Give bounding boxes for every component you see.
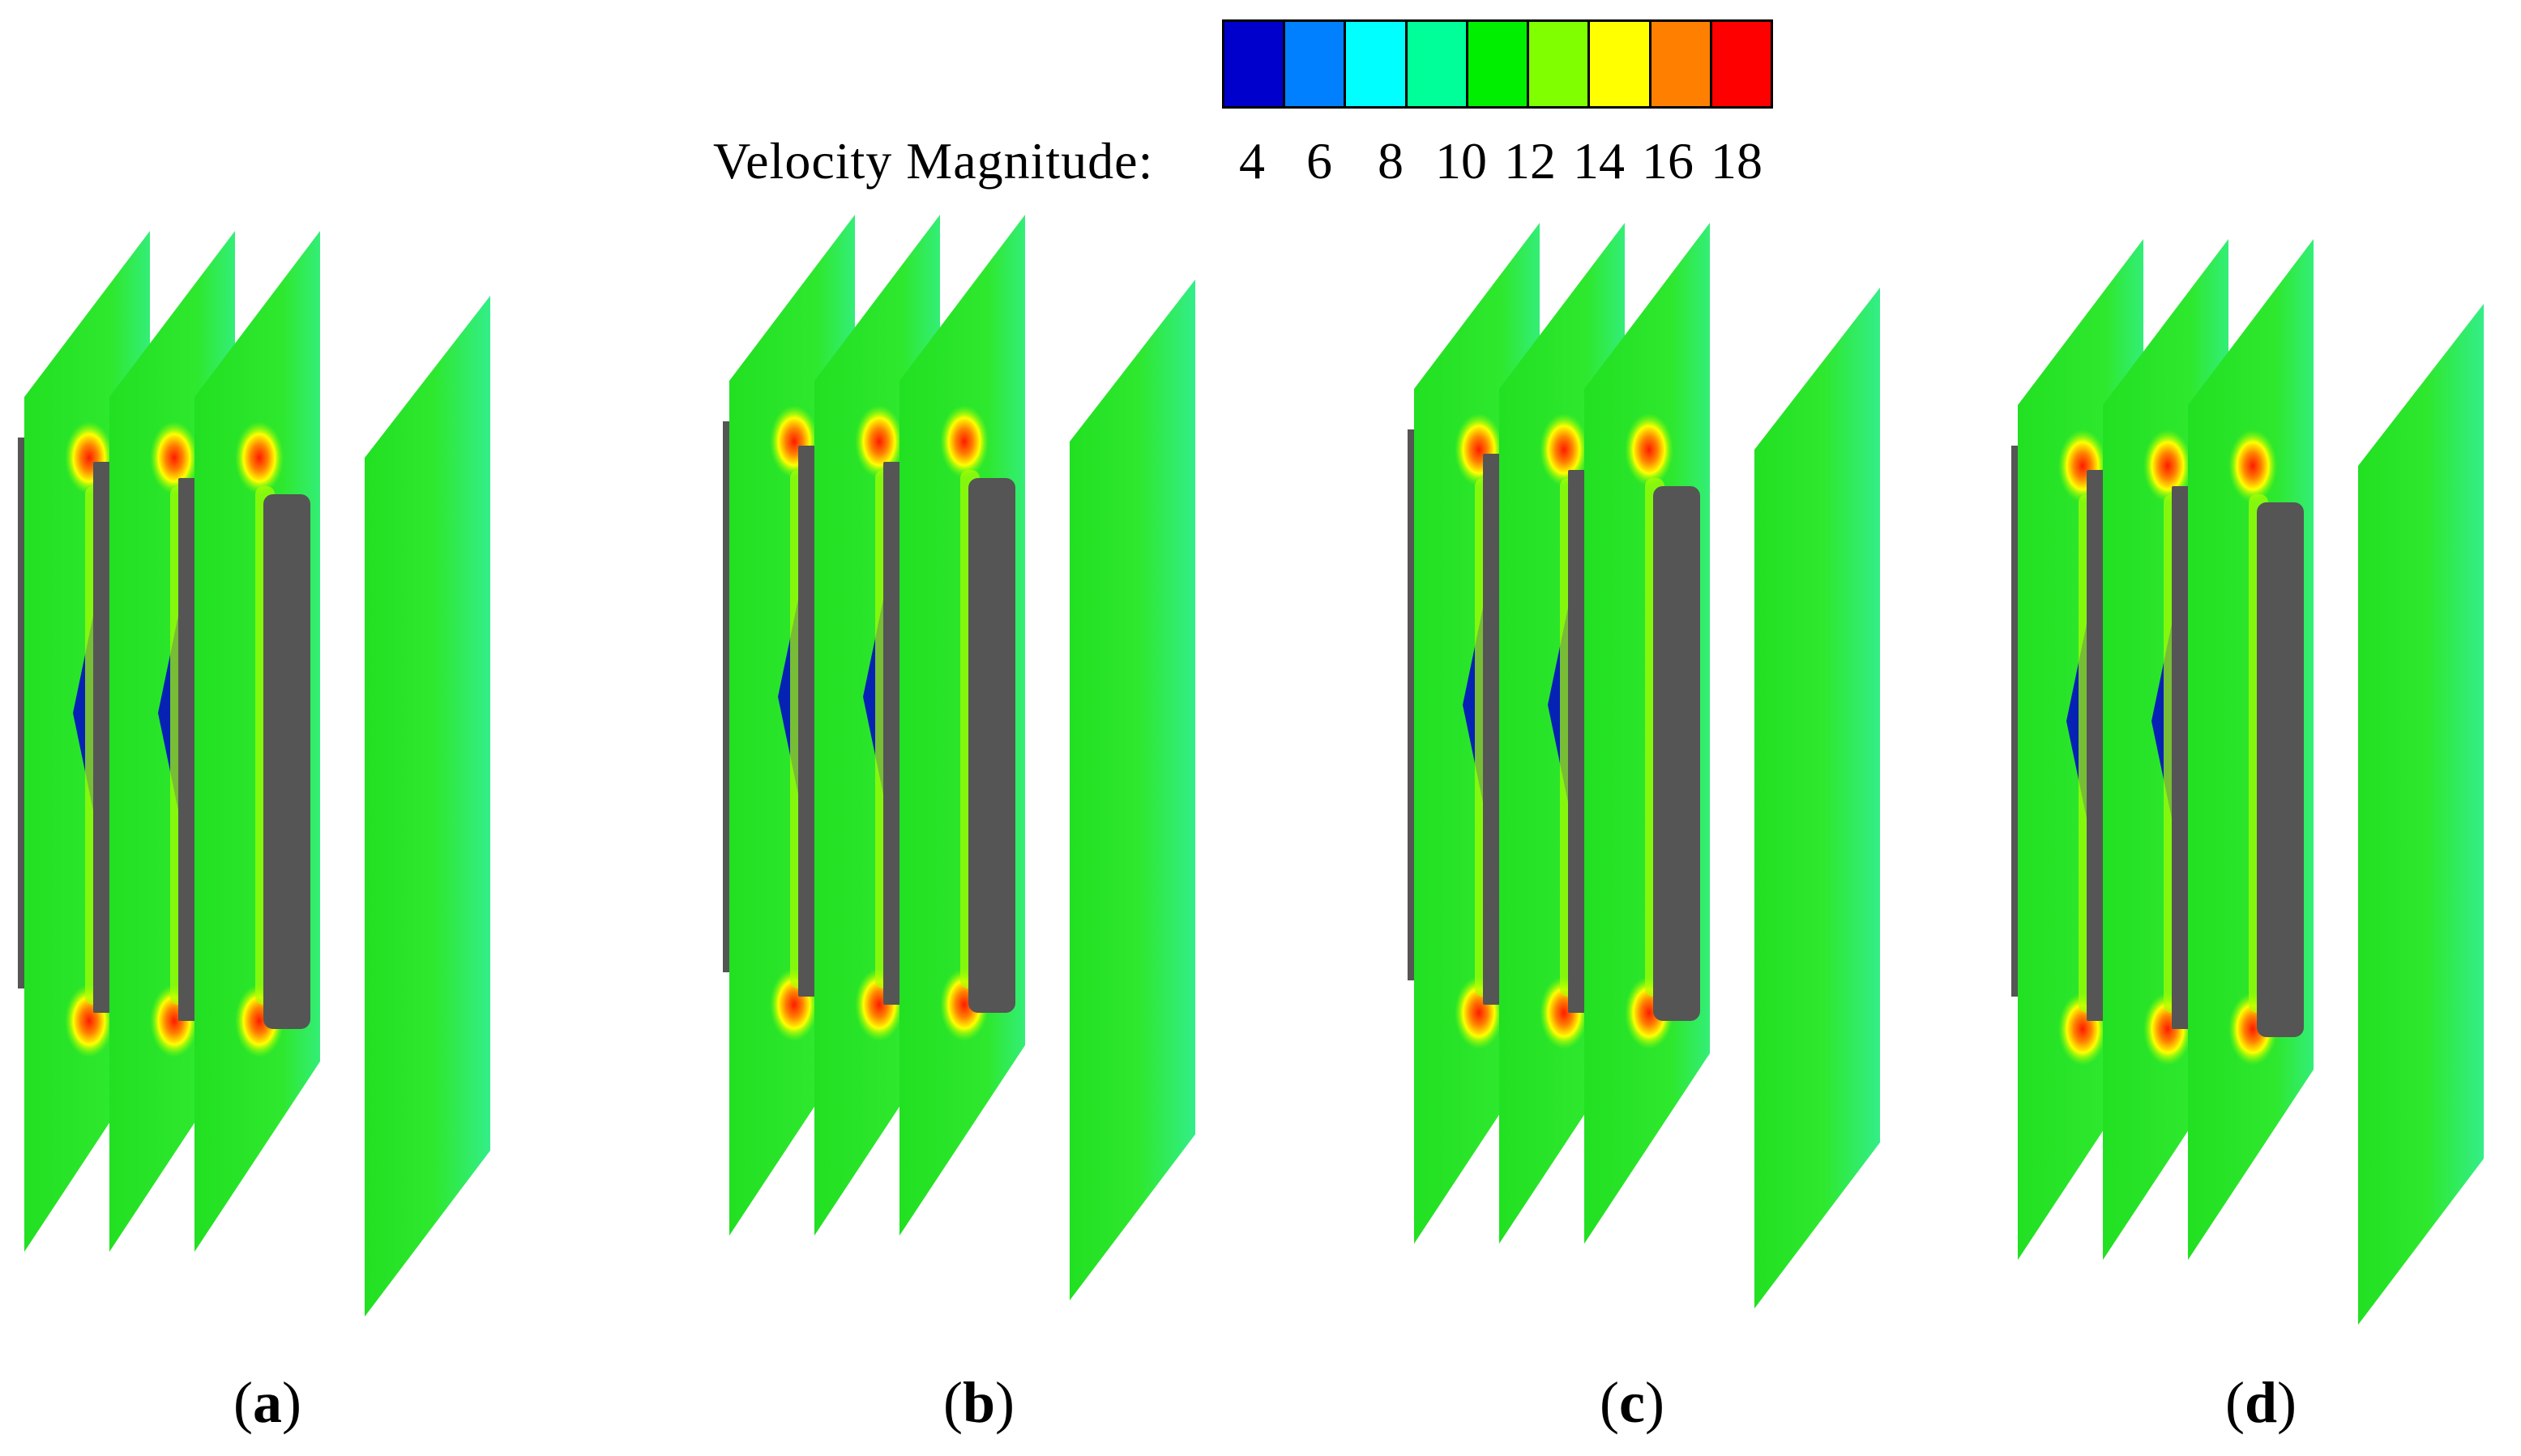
panel-plate	[1653, 486, 1700, 1021]
legend-tick: 6	[1306, 132, 1332, 190]
legend-swatch	[1529, 22, 1591, 106]
legend-swatch	[1346, 22, 1408, 106]
legend-swatch	[1224, 22, 1286, 106]
legend-tick: 4	[1239, 132, 1265, 190]
panel-a	[18, 231, 490, 1317]
high-velocity-spot	[855, 405, 904, 478]
panel-label-b: (b)	[942, 1370, 1015, 1435]
high-velocity-spot	[235, 421, 284, 494]
panel-label-c: (c)	[1600, 1370, 1664, 1435]
panel-plate	[18, 438, 26, 988]
legend-tick: 10	[1435, 132, 1487, 190]
legend-swatch	[1468, 22, 1530, 106]
contour-plane-last	[1070, 280, 1195, 1300]
contour-plane-last	[1754, 288, 1880, 1309]
legend-swatch	[1590, 22, 1651, 106]
legend-swatch	[1285, 22, 1347, 106]
panel-plate	[2257, 502, 2304, 1037]
high-velocity-spot	[2228, 429, 2277, 502]
legend-tick: 12	[1504, 132, 1556, 190]
panel-plate	[1408, 429, 1416, 980]
high-velocity-spot	[2143, 429, 2192, 502]
panel-c	[1408, 223, 1880, 1309]
legend-swatch	[1407, 22, 1468, 106]
legend-tick: 14	[1573, 132, 1625, 190]
legend-tick: 18	[1711, 132, 1763, 190]
panel-plate	[2011, 446, 2019, 997]
contour-plane-last	[2358, 304, 2484, 1325]
panel-b	[723, 215, 1195, 1300]
high-velocity-spot	[940, 405, 989, 478]
legend-colorbar	[1222, 19, 1773, 109]
high-velocity-spot	[1625, 413, 1673, 486]
legend-title: Velocity Magnitude:	[713, 132, 1154, 190]
high-velocity-spot	[150, 421, 199, 494]
panel-plate	[723, 421, 731, 972]
panel-label-d: (d)	[2224, 1370, 2297, 1435]
legend-swatch	[1651, 22, 1712, 106]
panel-label-a: (a)	[233, 1370, 301, 1435]
legend-swatch	[1711, 22, 1771, 106]
legend-tick: 16	[1642, 132, 1694, 190]
high-velocity-spot	[1540, 413, 1588, 486]
legend-tick: 8	[1378, 132, 1404, 190]
panel-plate	[263, 494, 310, 1029]
panel-plate	[968, 478, 1015, 1013]
panel-d	[2011, 239, 2484, 1325]
contour-plane-last	[365, 296, 490, 1317]
